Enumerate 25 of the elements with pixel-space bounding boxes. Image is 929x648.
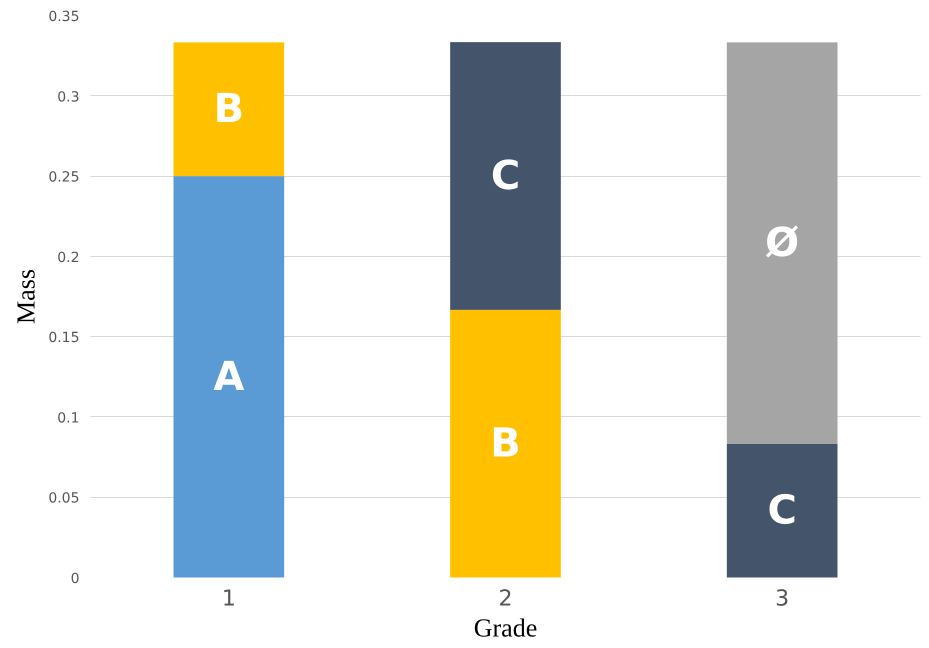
x-axis-title: Grade <box>474 614 538 642</box>
text: B <box>490 420 521 467</box>
y-axis-title: Mass <box>11 269 40 324</box>
x-tick-label: 2 <box>498 586 512 612</box>
y-tick-label: 0.3 <box>57 89 80 106</box>
text: C <box>490 152 520 199</box>
y-tick-label: 0.35 <box>48 9 80 25</box>
bar <box>450 310 561 578</box>
y-tick-label: 0.15 <box>48 330 80 346</box>
bar <box>450 42 561 310</box>
y-tick-label: 0.2 <box>57 250 80 266</box>
y-tick-label: 0.25 <box>48 170 80 186</box>
series-label: B <box>214 86 244 132</box>
bar <box>174 176 284 578</box>
x-tick-label: 1 <box>222 586 236 612</box>
bar <box>174 42 284 176</box>
y-tick-label: 0 <box>70 571 80 587</box>
series-label: Ø <box>765 220 800 266</box>
series-label: A <box>213 354 244 400</box>
bar <box>726 42 838 444</box>
x-tick-label: 3 <box>775 586 790 612</box>
y-tick-label: 0.1 <box>57 410 80 426</box>
series-label: C <box>767 488 797 534</box>
y-tick-label: 0.05 <box>48 490 80 507</box>
bar <box>726 444 838 578</box>
